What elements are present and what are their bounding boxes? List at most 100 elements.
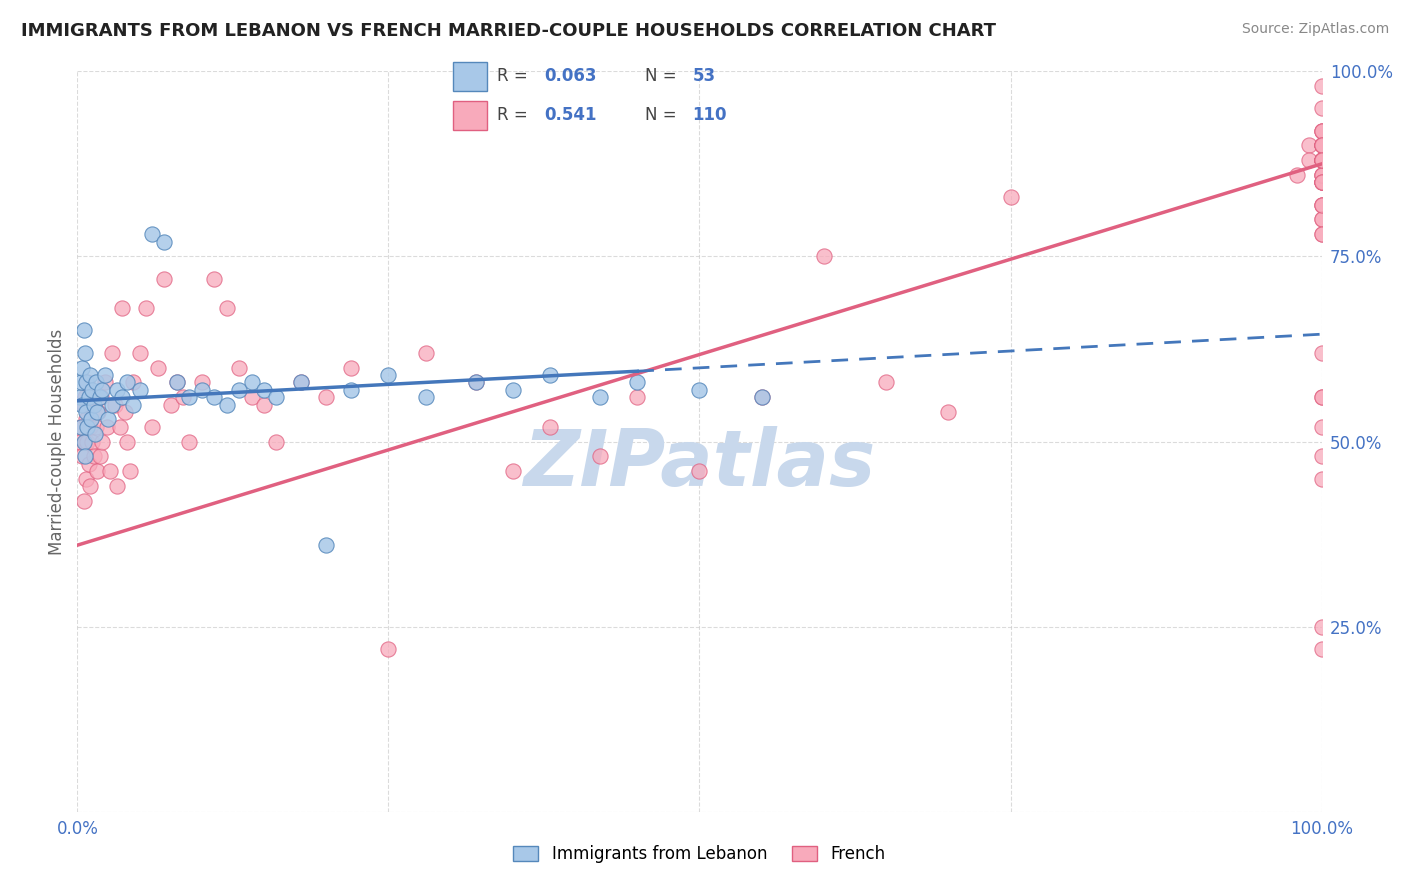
Point xyxy=(1310,419,1333,434)
Point xyxy=(84,376,107,390)
Point xyxy=(101,345,124,359)
Point xyxy=(1310,390,1333,404)
Point xyxy=(72,434,94,449)
Point xyxy=(1310,102,1333,116)
Point xyxy=(1310,197,1333,211)
Point xyxy=(1310,153,1333,168)
Point xyxy=(153,271,176,285)
Point xyxy=(75,412,97,426)
Point xyxy=(1310,79,1333,94)
Point xyxy=(80,398,103,412)
Point xyxy=(73,434,96,449)
Point xyxy=(1310,123,1333,137)
Point xyxy=(79,479,101,493)
Point xyxy=(1310,138,1333,153)
Point xyxy=(751,390,773,404)
Text: 0.063: 0.063 xyxy=(544,68,596,86)
Point xyxy=(228,383,250,397)
Point xyxy=(1310,175,1333,190)
Point xyxy=(80,412,103,426)
Point xyxy=(1310,227,1333,242)
Point xyxy=(538,419,561,434)
Point xyxy=(79,419,101,434)
Text: R =: R = xyxy=(496,106,533,124)
Point xyxy=(1310,197,1333,211)
Point xyxy=(1310,197,1333,211)
Text: Source: ZipAtlas.com: Source: ZipAtlas.com xyxy=(1241,22,1389,37)
Point xyxy=(290,376,312,390)
Point xyxy=(70,419,93,434)
Point xyxy=(689,464,711,478)
Point xyxy=(340,383,363,397)
Point xyxy=(69,390,91,404)
Point xyxy=(179,434,201,449)
Point xyxy=(1310,175,1333,190)
Text: R =: R = xyxy=(496,68,533,86)
Point xyxy=(202,390,225,404)
Point xyxy=(86,405,108,419)
Point xyxy=(1310,227,1333,242)
Point xyxy=(101,398,124,412)
Point xyxy=(1310,153,1333,168)
Point xyxy=(73,390,96,404)
Point xyxy=(589,390,612,404)
Point xyxy=(83,450,105,464)
Point xyxy=(1310,168,1333,182)
Point xyxy=(72,398,94,412)
Text: N =: N = xyxy=(645,68,682,86)
Point xyxy=(128,345,150,359)
Point xyxy=(464,376,486,390)
Point xyxy=(502,383,524,397)
Point xyxy=(153,235,176,249)
Point xyxy=(91,383,114,397)
Point xyxy=(115,434,138,449)
Point xyxy=(93,368,115,382)
Point xyxy=(315,390,337,404)
Point xyxy=(70,376,93,390)
Point xyxy=(1298,138,1320,153)
Point xyxy=(90,390,112,404)
Point xyxy=(82,383,104,397)
Point xyxy=(1310,153,1333,168)
Point xyxy=(91,434,114,449)
Point xyxy=(105,383,128,397)
Point xyxy=(464,376,486,390)
Point xyxy=(73,450,96,464)
Point xyxy=(141,227,163,242)
Point xyxy=(83,427,105,442)
Point xyxy=(1310,641,1333,656)
Point xyxy=(97,412,120,426)
Point xyxy=(1310,345,1333,359)
Legend: Immigrants from Lebanon, French: Immigrants from Lebanon, French xyxy=(506,838,893,870)
Point xyxy=(266,434,288,449)
Point xyxy=(215,301,238,316)
Point xyxy=(1310,212,1333,227)
Point xyxy=(1310,619,1333,633)
Point xyxy=(77,390,100,404)
Point xyxy=(166,376,188,390)
Point xyxy=(72,493,94,508)
Point xyxy=(228,360,250,375)
Y-axis label: Married-couple Households: Married-couple Households xyxy=(48,328,66,555)
Point xyxy=(315,538,337,552)
Point xyxy=(253,383,276,397)
Point xyxy=(135,301,157,316)
Point xyxy=(1310,212,1333,227)
Point xyxy=(1310,450,1333,464)
Point xyxy=(1310,471,1333,485)
Point xyxy=(72,398,94,412)
Point xyxy=(75,376,97,390)
Point xyxy=(93,376,115,390)
Point xyxy=(538,368,561,382)
Point xyxy=(1310,175,1333,190)
Point xyxy=(415,390,437,404)
Point xyxy=(1310,138,1333,153)
Point xyxy=(148,360,170,375)
Point xyxy=(76,434,98,449)
Point xyxy=(96,419,118,434)
Point xyxy=(122,376,145,390)
Point xyxy=(1310,175,1333,190)
Text: 53: 53 xyxy=(693,68,716,86)
Point xyxy=(1310,138,1333,153)
Point xyxy=(72,450,94,464)
